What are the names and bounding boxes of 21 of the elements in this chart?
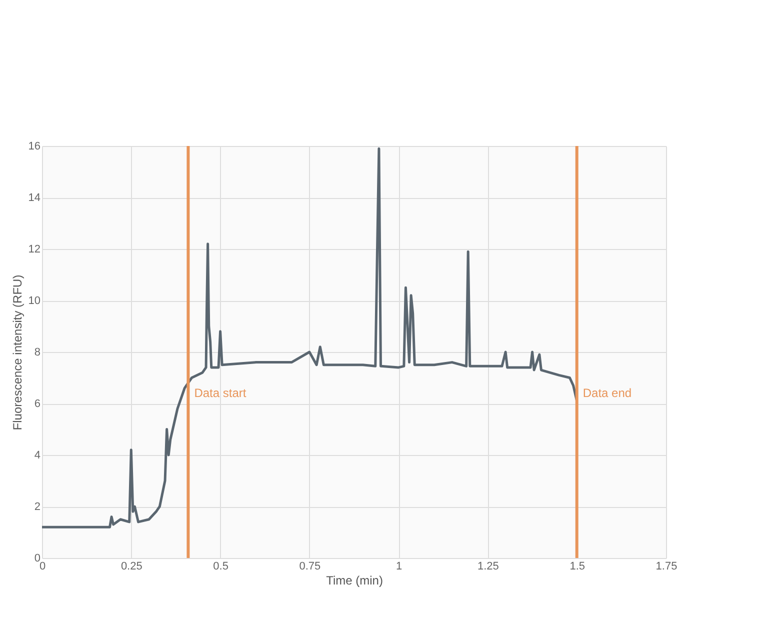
ref-line-label: Data end [582, 386, 632, 400]
y-tick-label: 4 [34, 450, 40, 462]
x-tick-label: 1.5 [570, 560, 586, 572]
y-tick-label: 14 [28, 192, 40, 204]
x-tick-label: 1 [396, 560, 402, 572]
y-tick-label: 6 [34, 398, 40, 410]
y-tick-label: 8 [34, 346, 40, 358]
y-tick-label: 2 [34, 501, 40, 513]
x-tick-label: 1.25 [478, 560, 499, 572]
x-axis-title: Time (min) [326, 574, 383, 588]
line-series [40, 147, 578, 528]
x-tick-label: 0.75 [299, 560, 321, 572]
y-tick-label: 10 [28, 295, 40, 307]
x-tick-label: 0.25 [120, 560, 142, 572]
x-tick-label: 0.5 [213, 560, 228, 572]
y-tick-label: 0 [34, 552, 40, 564]
y-tick-label: 16 [28, 140, 40, 152]
y-axis-title: Fluorescence intensity (RFU) [10, 274, 24, 430]
ref-line-label: Data start [194, 386, 247, 400]
x-tick-label: 1.75 [656, 560, 678, 572]
y-tick-label: 12 [28, 244, 40, 256]
